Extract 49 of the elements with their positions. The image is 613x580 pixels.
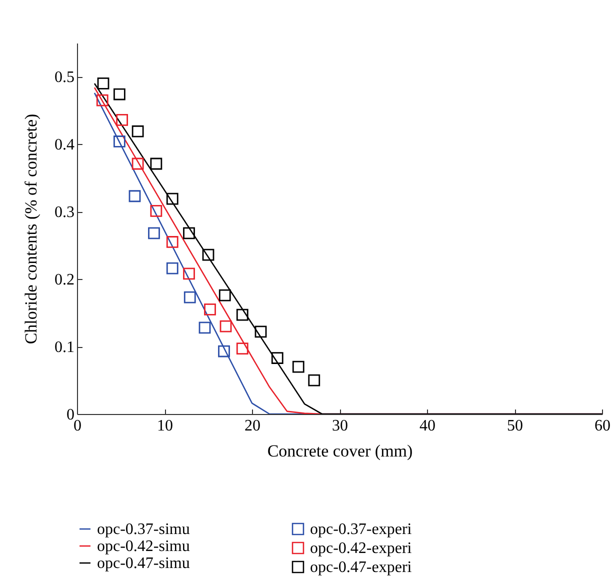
point <box>150 205 162 217</box>
point <box>97 78 110 90</box>
y-tick-label: 0.2 <box>54 272 74 289</box>
point <box>96 94 108 106</box>
point <box>271 352 284 364</box>
point <box>218 345 230 358</box>
x-tick-label: 60 <box>594 418 610 434</box>
point <box>150 158 162 170</box>
legend-label: opc-0.42-simu <box>97 538 190 555</box>
y-tick-label: 0.1 <box>54 339 74 356</box>
point <box>183 268 195 280</box>
point <box>113 136 126 148</box>
point <box>202 248 214 261</box>
x-tick-label: 40 <box>420 418 436 434</box>
point <box>113 88 126 100</box>
point <box>236 308 248 321</box>
legend-label: opc-0.47-simu <box>97 555 190 572</box>
point <box>204 304 216 316</box>
y-tick-label: 0 <box>66 406 74 424</box>
point <box>254 326 267 338</box>
point <box>148 227 160 240</box>
point <box>183 227 195 240</box>
x-tick-label: 50 <box>507 418 523 434</box>
x-axis-title: Concrete cover (mm) <box>267 442 413 460</box>
x-tick-label: 30 <box>332 418 348 434</box>
point <box>292 360 304 373</box>
x-tick-label: 20 <box>244 418 260 434</box>
point <box>132 158 144 170</box>
point <box>132 125 144 138</box>
y-tick-label: 0.4 <box>54 136 74 154</box>
point <box>220 320 232 332</box>
legend-label: opc-0.37-simu <box>97 521 190 538</box>
point <box>218 289 231 302</box>
point <box>128 190 141 202</box>
point <box>236 342 248 355</box>
point <box>184 291 196 304</box>
legend-label: opc-0.37-experi <box>310 521 412 538</box>
point <box>198 322 211 334</box>
point <box>166 192 178 205</box>
point <box>116 114 128 126</box>
point <box>308 374 320 386</box>
legend-label: opc-0.42-experi <box>310 540 412 557</box>
legend-label: opc-0.47-experi <box>310 559 412 576</box>
point <box>166 236 178 248</box>
x-tick-label: 10 <box>157 418 173 434</box>
y-axis-title: Chloride contents (% of concrete) <box>22 114 40 344</box>
point <box>166 262 178 274</box>
y-tick-label: 0.3 <box>54 204 74 222</box>
y-tick-label: 0.5 <box>54 69 74 86</box>
